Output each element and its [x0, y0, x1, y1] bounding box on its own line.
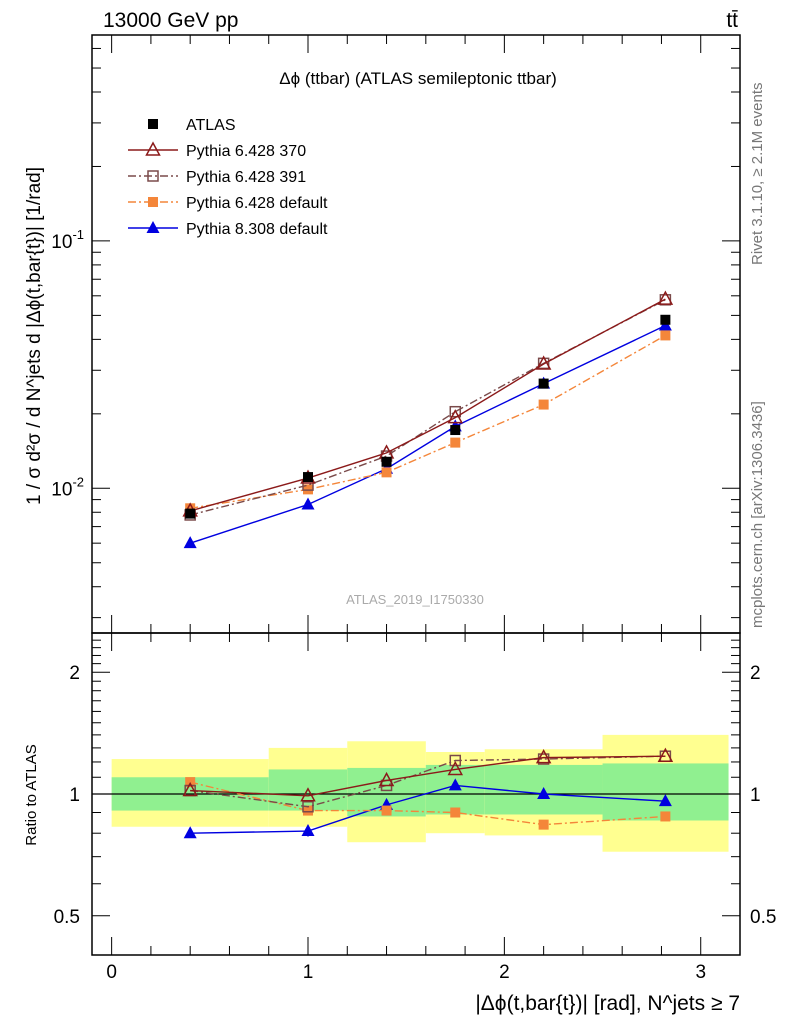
data-point — [301, 497, 315, 510]
x-tick-label: 3 — [695, 962, 706, 983]
ratio-point — [538, 819, 549, 830]
ratio-point — [537, 787, 551, 799]
y-tick-exponent: -1 — [72, 227, 84, 242]
x-axis-label: |Δϕ(t,bar{t})| [rad], N^jets ≥ 7 — [475, 992, 740, 1015]
data-point — [185, 508, 196, 519]
series-line — [189, 324, 666, 544]
y-tick-label: 10-1 — [51, 227, 84, 253]
ratio-y-tick-label-right: 0.5 — [750, 907, 776, 928]
data-point — [185, 503, 196, 514]
x-tick-label: 0 — [106, 962, 117, 983]
ratio-point — [450, 807, 461, 818]
main-y-axis-label: 1 / σ d²σ / d N^jets d |Δϕ(t,bar{t})| [1… — [24, 167, 45, 505]
energy-label: 13000 GeV pp — [103, 9, 238, 32]
x-tick-label: 2 — [499, 962, 510, 983]
series-line — [190, 299, 666, 516]
data-point — [381, 467, 392, 478]
ratio-y-axis-label: Ratio to ATLAS — [23, 744, 40, 845]
data-point — [381, 456, 392, 467]
ratio-point — [658, 794, 672, 807]
ratio-point — [301, 824, 315, 837]
legend: ATLAS Pythia 6.428 370 Pythia 6.428 391 Pyt… — [128, 117, 328, 238]
ratio-y-tick-label: 2 — [69, 663, 80, 684]
ratio-line — [190, 781, 666, 826]
ratio-y-tick-label: 1 — [69, 785, 80, 806]
ratio-point — [381, 805, 392, 816]
analysis-watermark: ATLAS_2019_I1750330 — [346, 592, 484, 607]
ratio-point — [378, 771, 395, 787]
ratio-series-group — [182, 747, 674, 839]
legend-marker — [147, 170, 159, 182]
legend-marker — [148, 197, 158, 207]
legend-label: Pythia 6.428 391 — [186, 169, 306, 186]
legend-label: ATLAS — [186, 117, 236, 134]
main-plot-title: Δϕ (ttbar) (ATLAS semileptonic ttbar) — [279, 69, 557, 88]
y-tick-exponent: -2 — [72, 474, 84, 489]
ratio-point — [302, 801, 314, 813]
ratio-point — [660, 811, 671, 822]
ratio-point — [447, 760, 464, 776]
data-point — [303, 472, 313, 483]
rivet-label: Rivet 3.1.10, ≥ 2.1M events — [749, 83, 766, 266]
ratio-uncertainty-bands — [111, 734, 729, 852]
ratio-y-tick-label-right: 2 — [750, 663, 761, 684]
legend-label: Pythia 6.428 default — [186, 195, 328, 212]
x-tick-label: 1 — [303, 962, 314, 983]
y-tick-label: 10-2 — [51, 474, 84, 500]
data-point — [450, 437, 461, 448]
ratio-y-tick-label: 0.5 — [54, 907, 80, 928]
data-point — [183, 536, 197, 549]
ratio-line — [190, 784, 666, 834]
data-point — [450, 425, 461, 436]
ratio-y-tick-label-right: 1 — [750, 785, 761, 806]
series-line — [190, 334, 666, 509]
ratio-line — [190, 755, 666, 797]
ratio-point — [300, 787, 316, 802]
ratio-point — [183, 826, 197, 839]
ratio-point — [303, 805, 313, 816]
ratio-point — [182, 781, 198, 797]
legend-label: Pythia 8.308 default — [186, 221, 328, 238]
legend-marker — [148, 119, 158, 129]
legend-marker — [146, 221, 160, 233]
main-series-group — [182, 290, 674, 549]
legend-label: Pythia 6.428 370 — [186, 143, 306, 160]
stat-uncertainty-band — [602, 763, 729, 821]
data-point — [535, 355, 552, 370]
mcplots-label: mcplots.cern.ch [arXiv:1306.3436] — [749, 401, 766, 628]
legend-marker — [145, 141, 161, 156]
data-point — [660, 330, 671, 341]
ratio-line — [190, 755, 666, 808]
data-point — [657, 290, 674, 305]
data-point — [538, 399, 549, 410]
data-point — [449, 405, 462, 418]
ratio-point — [449, 754, 462, 767]
ratio-point — [657, 747, 674, 762]
series-line — [189, 298, 666, 512]
ratio-point — [448, 778, 462, 791]
data-point — [660, 314, 671, 325]
process-label: tt̄ — [726, 9, 738, 32]
data-point — [447, 409, 464, 424]
ratio-point — [535, 749, 552, 764]
data-point — [538, 378, 549, 389]
